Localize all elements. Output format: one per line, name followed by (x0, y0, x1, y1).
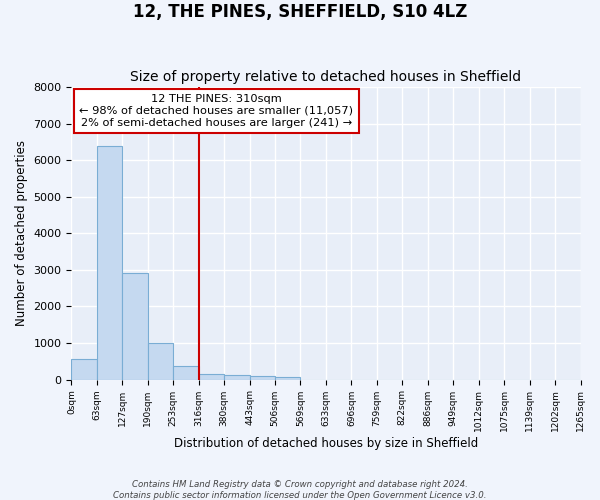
Text: Contains HM Land Registry data © Crown copyright and database right 2024.
Contai: Contains HM Land Registry data © Crown c… (113, 480, 487, 500)
X-axis label: Distribution of detached houses by size in Sheffield: Distribution of detached houses by size … (174, 437, 478, 450)
Bar (122, 273, 148, 380)
Text: 12, THE PINES, SHEFFIELD, S10 4LZ: 12, THE PINES, SHEFFIELD, S10 4LZ (133, 2, 467, 21)
Text: 12 THE PINES: 310sqm
← 98% of detached houses are smaller (11,057)
2% of semi-de: 12 THE PINES: 310sqm ← 98% of detached h… (79, 94, 353, 128)
Bar (97, 146, 122, 380)
Bar (148, 344, 173, 380)
Y-axis label: Number of detached properties: Number of detached properties (15, 140, 28, 326)
Bar (224, 375, 250, 380)
Title: Size of property relative to detached houses in Sheffield: Size of property relative to detached ho… (130, 70, 521, 85)
Bar (71, 359, 97, 380)
Bar (199, 374, 224, 380)
Bar (275, 376, 301, 380)
Bar (173, 366, 199, 380)
Bar (250, 376, 275, 380)
